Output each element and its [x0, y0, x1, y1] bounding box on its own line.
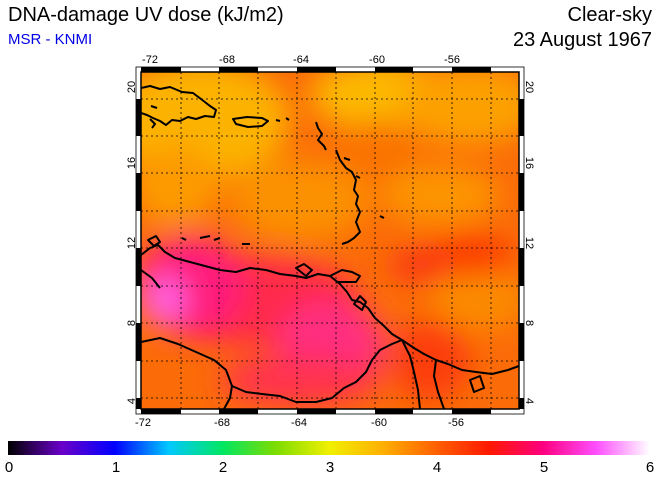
credit-text: MSR - KNMI: [8, 31, 93, 48]
lon-label-bottom: -68: [214, 417, 230, 429]
lon-labels-bottom: -72 -68 -64 -60 -56: [135, 417, 464, 429]
lon-label-top: -56: [444, 54, 460, 66]
lat-label-right: 12: [523, 237, 535, 249]
lat-label-right: 4: [523, 398, 535, 404]
scale-label: 5: [539, 459, 549, 476]
lon-label-bottom: -72: [135, 417, 151, 429]
coastlines: [141, 85, 519, 409]
lon-label-top: -72: [142, 54, 158, 66]
lon-label-bottom: -56: [448, 417, 464, 429]
map-border-scale: [135, 66, 525, 415]
lat-label-left: 4: [126, 398, 138, 404]
lat-label-left: 20: [126, 81, 138, 93]
scale-label: 6: [645, 459, 655, 476]
uv-field: [141, 72, 519, 409]
lat-label-right: 16: [523, 157, 535, 169]
scale-label: 4: [432, 459, 442, 476]
lat-labels-right: 4 8 12 16 20: [523, 81, 535, 404]
lat-label-left: 8: [126, 320, 138, 326]
lon-label-bottom: -64: [291, 417, 307, 429]
color-scale-bar: [8, 441, 650, 455]
lon-label-top: -68: [219, 54, 235, 66]
date-label: 23 August 1967: [512, 29, 652, 51]
scale-label: 2: [218, 459, 228, 476]
lat-label-right: 8: [523, 320, 535, 326]
lon-label-top: -64: [293, 54, 309, 66]
lon-label-top: -60: [369, 54, 385, 66]
graticule: [141, 72, 519, 409]
sky-condition: Clear-sky: [567, 4, 652, 26]
lat-label-right: 20: [523, 81, 535, 93]
scale-label: 1: [111, 459, 121, 476]
lat-label-left: 12: [126, 237, 138, 249]
uv-map: -72 -68 -64 -60 -56 -72 -68 -64 -60 -56 …: [126, 54, 535, 429]
lat-label-left: 16: [126, 157, 138, 169]
map-title: DNA-damage UV dose (kJ/m2): [8, 4, 284, 26]
lon-labels-top: -72 -68 -64 -60 -56: [142, 54, 460, 66]
scale-label: 0: [4, 459, 14, 476]
lon-label-bottom: -60: [371, 417, 387, 429]
scale-label: 3: [325, 459, 335, 476]
lat-labels-left: 4 8 12 16 20: [126, 81, 138, 404]
